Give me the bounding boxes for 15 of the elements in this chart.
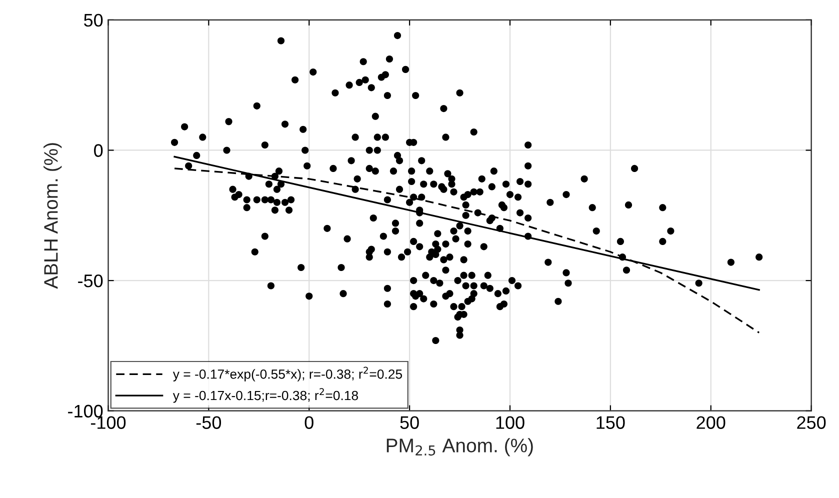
- y-tick-label: -100: [68, 404, 103, 418]
- y-tick-label: 0: [94, 144, 103, 157]
- y-tick-label: -50: [78, 274, 103, 288]
- x-tick-label: 100: [496, 416, 524, 429]
- y-axis-title: ABLH Anom. (%): [44, 143, 62, 289]
- x-tick-label: -50: [196, 416, 222, 429]
- y-tick-label: 50: [84, 14, 103, 27]
- x-tick-label: 0: [304, 416, 314, 429]
- legend-label: y = -0.17*exp(-0.55*x); r=-0.38; r$^{2}$=0.25: [172, 366, 402, 382]
- x-tick-label: 50: [400, 416, 419, 429]
- x-tick-label: 250: [797, 416, 826, 429]
- x-tick-label: 200: [696, 416, 726, 429]
- x-tick-label: 150: [596, 416, 625, 429]
- x-axis-title: PM$_{2.5}$ Anom. (%): [386, 438, 533, 456]
- legend-label: y = -0.17x-0.15;r=-0.38; r$^{2}$=0.18: [172, 388, 358, 403]
